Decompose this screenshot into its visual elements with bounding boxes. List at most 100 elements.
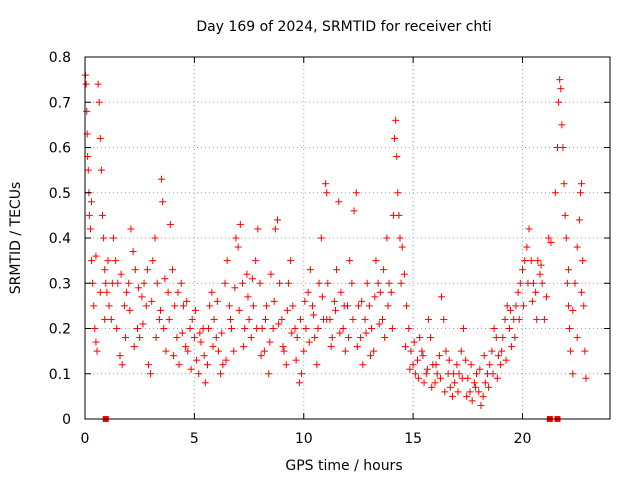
- data-point: [139, 320, 147, 328]
- data-point: [228, 325, 236, 332]
- data-point: [175, 361, 183, 369]
- data-point: [275, 320, 283, 328]
- y-tick-label: 0.4: [49, 231, 71, 247]
- data-point: [232, 234, 240, 242]
- data-point: [560, 180, 568, 188]
- data-point: [129, 248, 137, 256]
- data-point: [109, 234, 117, 242]
- data-point: [136, 334, 144, 342]
- data-point: [327, 343, 335, 351]
- data-point: [159, 198, 167, 206]
- x-tick-label: 15: [404, 431, 422, 447]
- data-point: [283, 306, 291, 314]
- data-point: [284, 279, 292, 287]
- data-point: [292, 356, 300, 364]
- data-point: [92, 338, 100, 346]
- data-point: [249, 302, 257, 310]
- data-point: [362, 329, 370, 337]
- data-point: [376, 288, 384, 296]
- data-point: [527, 257, 535, 265]
- data-point: [508, 343, 516, 351]
- data-point: [379, 315, 386, 323]
- data-point: [557, 85, 565, 93]
- data-point: [173, 334, 181, 342]
- data-point: [475, 388, 483, 396]
- data-point: [420, 379, 428, 387]
- data-point: [440, 315, 448, 323]
- data-point: [266, 338, 274, 346]
- data-point: [166, 220, 174, 228]
- data-point: [278, 315, 286, 323]
- data-point: [427, 334, 435, 342]
- y-tick-label: 0.1: [49, 367, 71, 383]
- data-point: [524, 279, 532, 287]
- data-point: [138, 293, 146, 301]
- data-point: [506, 306, 514, 314]
- data-point: [88, 257, 96, 265]
- data-point: [126, 306, 134, 314]
- data-point: [205, 325, 213, 332]
- data-point: [512, 302, 520, 310]
- data-point: [383, 234, 391, 242]
- data-point: [113, 325, 121, 332]
- data-point: [403, 302, 411, 310]
- data-point: [393, 153, 401, 161]
- data-point: [564, 302, 572, 310]
- data-point: [380, 266, 388, 274]
- data-point: [477, 401, 485, 409]
- data-point: [502, 356, 510, 364]
- data-point: [148, 297, 156, 305]
- data-point: [333, 266, 341, 274]
- data-point: [431, 379, 439, 387]
- y-tick-label: 0.7: [49, 95, 71, 111]
- data-point: [155, 315, 163, 323]
- data-point: [230, 347, 238, 355]
- data-point: [223, 257, 231, 265]
- data-point: [298, 370, 306, 378]
- data-point: [103, 288, 111, 296]
- data-point: [395, 211, 403, 219]
- x-axis-label: GPS time / hours: [285, 458, 402, 474]
- data-point: [117, 270, 125, 278]
- data-point: [306, 266, 314, 274]
- data-point: [394, 189, 402, 197]
- data-point: [352, 189, 360, 197]
- data-point: [131, 266, 139, 274]
- data-point: [274, 216, 281, 224]
- data-point: [445, 356, 453, 364]
- data-point: [252, 257, 260, 265]
- data-point: [432, 361, 440, 369]
- data-point: [291, 325, 299, 332]
- data-point: [143, 266, 151, 274]
- data-point: [450, 370, 458, 378]
- data-point: [384, 302, 392, 310]
- data-point: [100, 234, 108, 242]
- data-point: [569, 370, 577, 378]
- y-axis-ticks: 0 0.1 0.2 0.3 0.4 0.5 0.6 0.7 0.8: [49, 50, 610, 428]
- data-point: [569, 306, 577, 314]
- data-point: [397, 279, 405, 287]
- data-point: [480, 352, 488, 360]
- data-point: [213, 297, 221, 305]
- x-tick-label: 10: [295, 431, 313, 447]
- data-point: [571, 279, 579, 287]
- data-point: [470, 379, 478, 387]
- data-point: [206, 302, 214, 310]
- data-point: [243, 270, 251, 278]
- data-point: [222, 356, 230, 364]
- data-point: [359, 361, 367, 369]
- data-point: [83, 107, 91, 115]
- data-point: [97, 166, 105, 174]
- data-point: [96, 134, 104, 142]
- data-point: [296, 315, 304, 323]
- data-point: [519, 266, 526, 274]
- data-point: [361, 315, 369, 323]
- data-point: [260, 347, 268, 355]
- data-point: [449, 392, 456, 400]
- chart-title: Day 169 of 2024, SRMTID for receiver cht…: [196, 19, 491, 35]
- data-point: [253, 325, 261, 332]
- data-point: [481, 379, 489, 387]
- data-point: [248, 275, 256, 283]
- data-point: [366, 352, 374, 360]
- data-point: [221, 279, 229, 287]
